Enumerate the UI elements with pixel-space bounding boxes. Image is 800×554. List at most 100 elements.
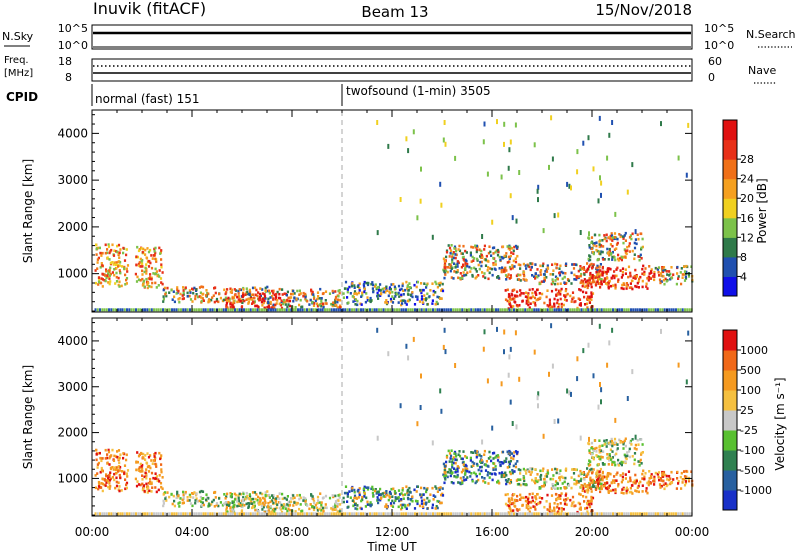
power-cell [290,308,293,312]
power-cell [583,295,586,299]
power-cell [497,276,500,280]
velocity-cell [455,475,458,479]
velocity-cell [615,452,618,456]
velocity-cell [582,495,585,498]
velocity-y-axis-label: Slant Range [km] [21,365,35,469]
power-cell [452,251,455,254]
power-cell [445,255,448,259]
velocity-cell [247,506,250,509]
power-cell [365,281,368,285]
power-cell [613,237,616,241]
power-cell [528,265,531,269]
power-cell [563,281,566,284]
power-cell [107,275,110,279]
velocity-cell [481,512,484,516]
velocity-cell [449,457,452,460]
velocity-cell [270,499,274,502]
power-cell [267,301,270,305]
power-cell [313,302,316,305]
velocity-cell [572,500,575,504]
velocity-cell [400,498,403,501]
power-cell [669,272,672,276]
velocity-cell [471,451,475,454]
power-cell [625,308,628,312]
velocity-cell [625,512,628,516]
power-cell [455,271,458,274]
velocity-cell [479,460,482,463]
velocity-cell [211,512,214,516]
power-cell [353,286,356,289]
power-cell [103,308,106,312]
power-cell [508,248,511,251]
velocity-cell [241,499,244,503]
power-cell [613,235,617,239]
velocity-cell [301,509,304,513]
power-cell [439,297,442,300]
velocity-cell [162,502,165,505]
power-cell [625,287,628,290]
power-cell [554,262,557,266]
power-cell [117,276,120,280]
velocity-cell [231,512,234,516]
velocity-cell [627,470,631,473]
power-cell [557,212,560,218]
velocity-cell [411,499,414,503]
velocity-cell [597,482,600,486]
velocity-cell [357,496,360,499]
power-cell [480,260,483,264]
power-y-tick-label: 3000 [57,173,88,187]
velocity-cell [125,458,128,462]
power-cell [117,265,120,268]
velocity-cell [533,500,537,504]
power-colorbar-swatch [723,120,737,141]
power-cell [279,308,281,312]
velocity-cell [366,488,370,491]
power-cell [547,305,550,308]
power-cell [588,246,591,249]
velocity-cell [344,512,347,516]
velocity-cell [535,497,538,501]
velocity-cell [549,512,551,516]
velocity-cell [266,490,269,493]
velocity-cell [401,506,404,509]
velocity-cell [512,457,515,461]
power-cell [299,298,302,302]
power-cell [495,249,498,252]
velocity-cell [138,453,141,456]
velocity-cell [609,440,612,443]
power-cell [538,282,541,286]
velocity-cell [139,512,142,516]
velocity-cell [457,453,460,456]
velocity-cell [636,438,639,442]
velocity-cell [236,504,239,508]
power-cell [549,308,551,312]
power-cell [377,294,380,297]
velocity-cell [168,495,171,499]
power-cell [658,274,661,277]
power-cell [123,308,126,312]
power-cell [261,308,263,312]
velocity-cell [352,504,355,508]
velocity-cell [118,461,121,465]
power-cell [525,267,528,270]
velocity-cell [611,456,614,459]
power-cell [639,253,642,257]
velocity-cell [436,506,439,510]
velocity-cell [220,512,223,516]
power-cell [540,308,542,312]
power-cell [454,308,457,312]
velocity-cell [393,490,396,493]
power-cell [104,243,107,247]
velocity-cell [101,489,104,493]
power-cell [162,288,165,292]
velocity-cell [603,439,606,443]
power-cell [614,287,617,290]
velocity-cell [311,495,314,498]
power-cell [534,304,537,307]
freq-left-tick-top: 18 [58,55,72,68]
velocity-cell [510,512,513,516]
velocity-cell [582,471,585,474]
power-cell [590,295,593,298]
power-cell [555,308,558,312]
power-cell [164,292,167,296]
